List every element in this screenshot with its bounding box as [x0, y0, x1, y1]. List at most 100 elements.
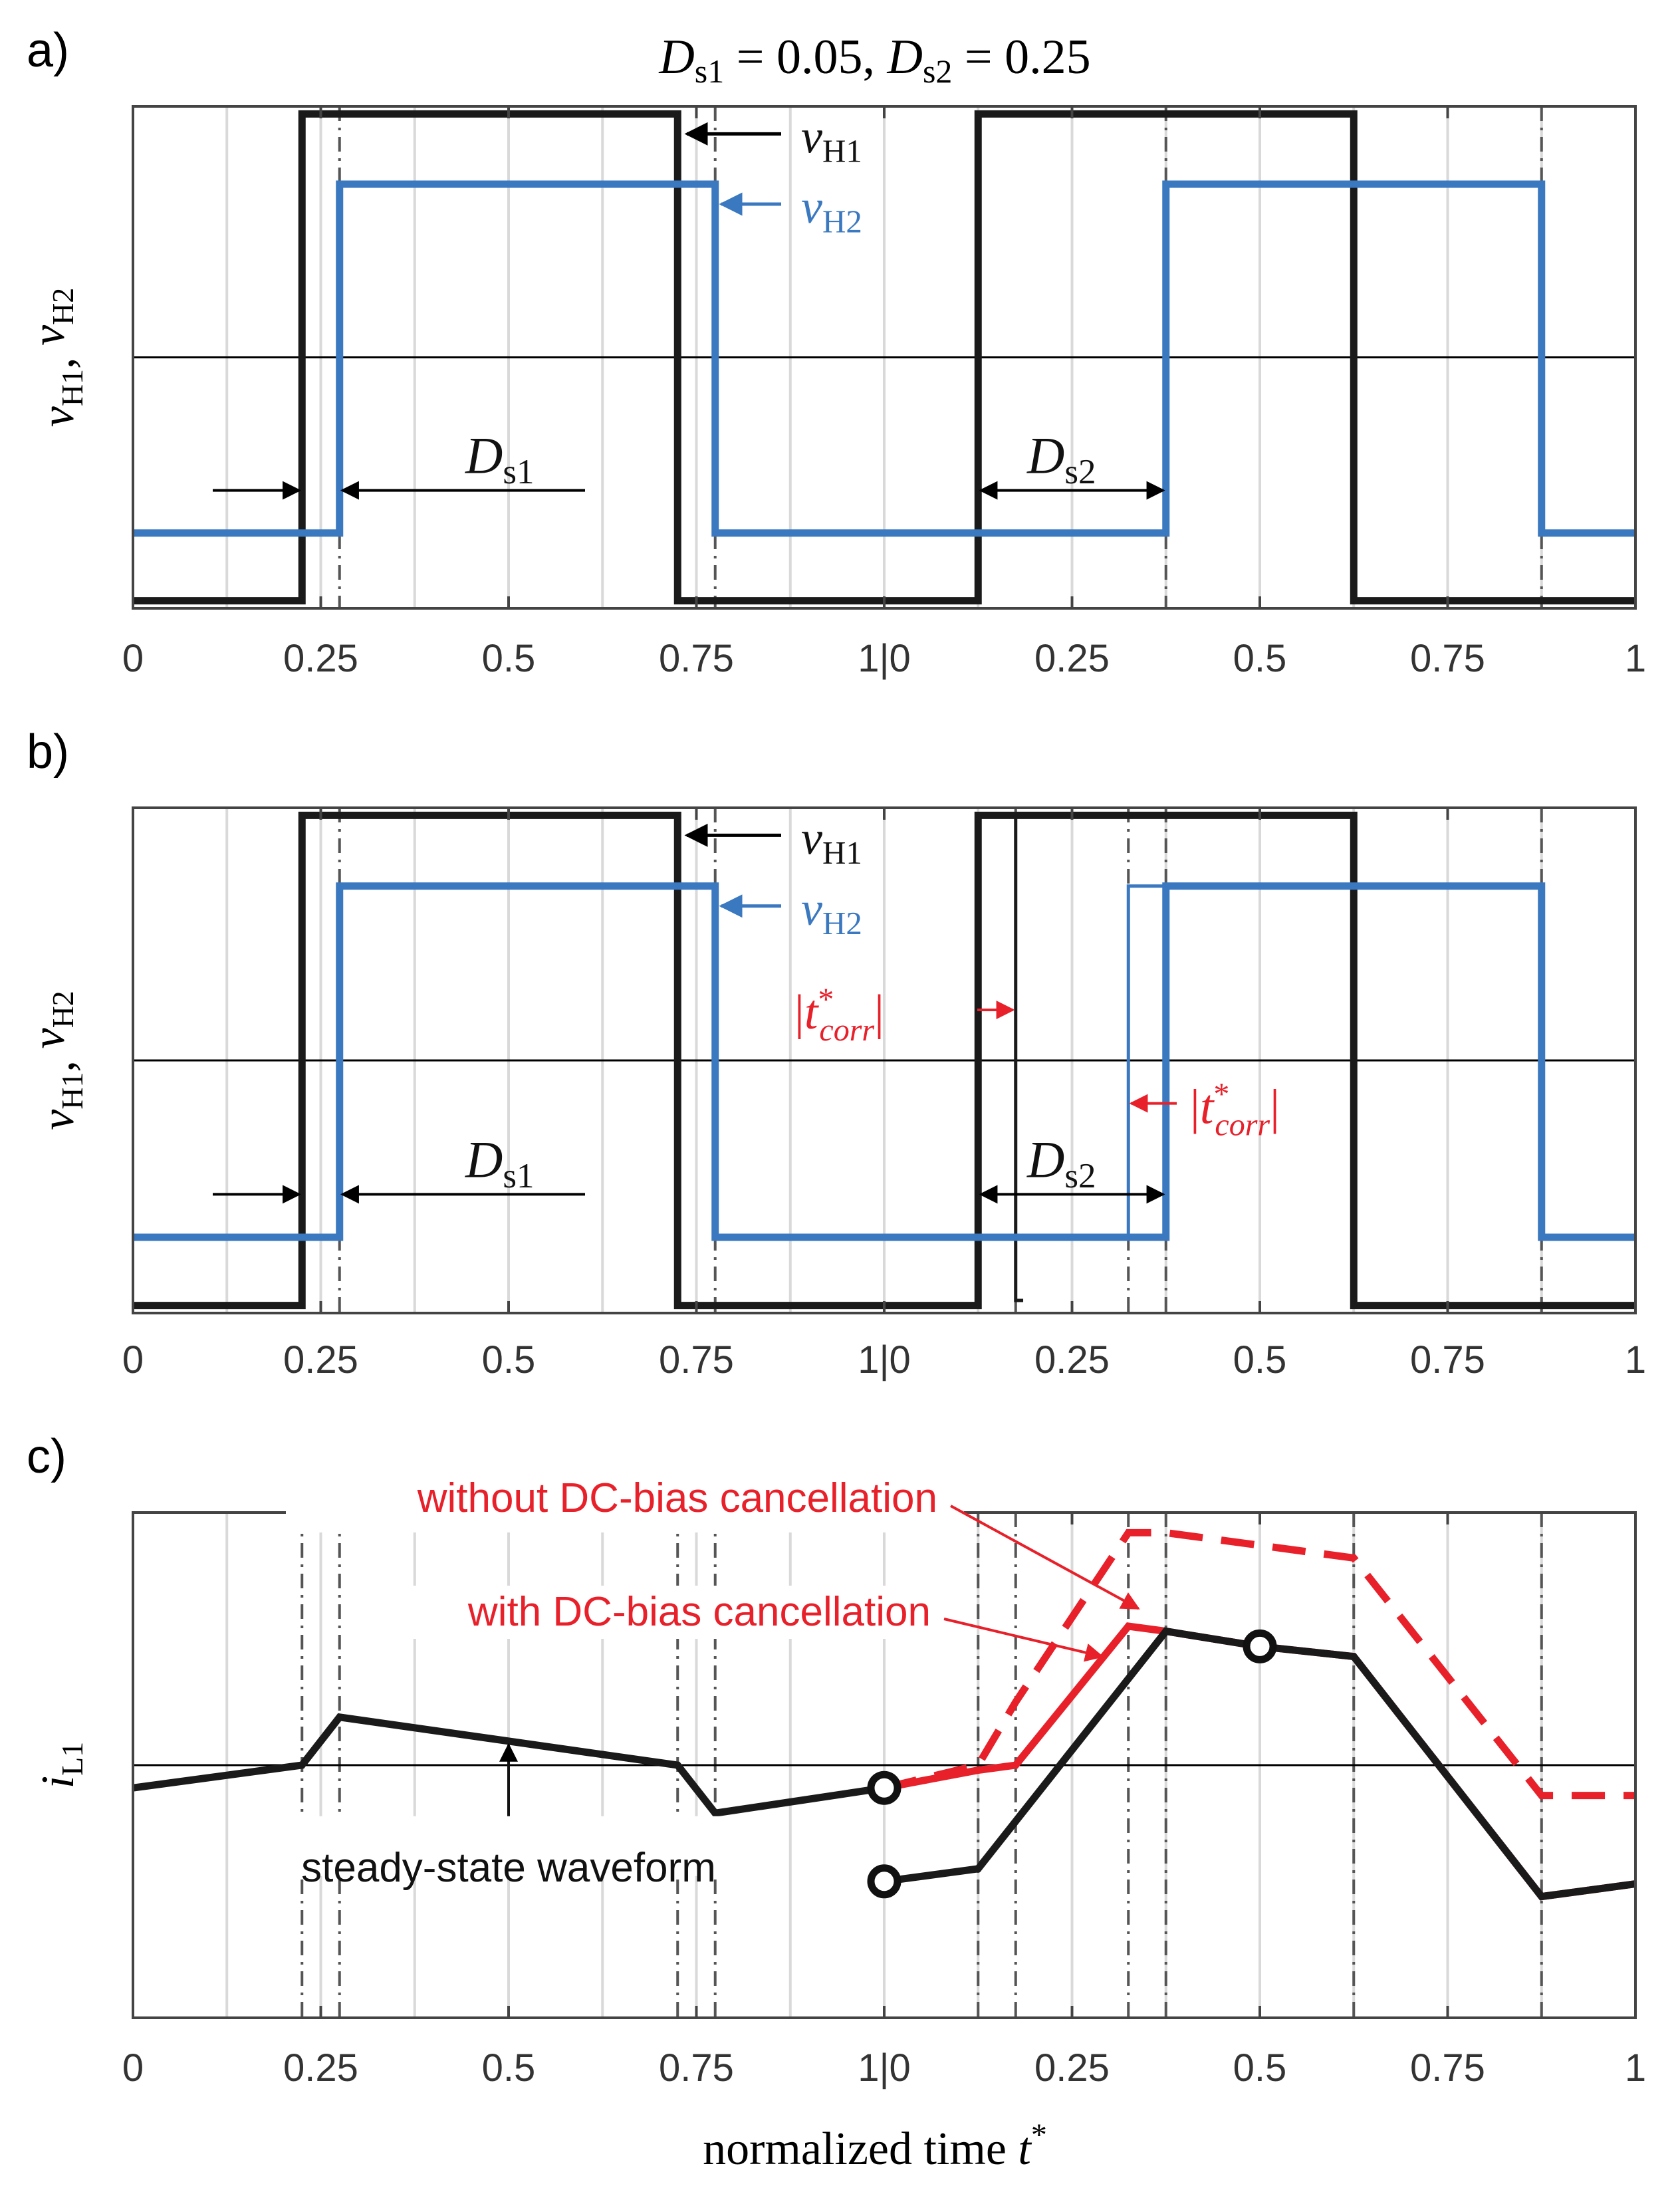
- ds1-label-part: D: [465, 1130, 503, 1188]
- vh1-label-part: H1: [822, 133, 862, 170]
- series-vh1: [133, 110, 1635, 605]
- ds1-label: Ds1: [465, 427, 535, 492]
- vh1-label-part: v: [801, 110, 822, 163]
- vh2-label-part: H2: [822, 905, 862, 941]
- x-tick-label: 0: [122, 637, 144, 680]
- corr-label-2: |t* corr|: [1190, 1077, 1280, 1143]
- label-bg: [253, 1816, 765, 1876]
- vh2-label-part: v: [801, 180, 822, 233]
- x-tick-label: 0.25: [283, 1338, 358, 1382]
- label-with-dc: with DC-bias cancellation: [467, 1589, 931, 1635]
- x-tick-label: 0.75: [659, 1338, 734, 1382]
- panel-label: c): [27, 1430, 66, 1483]
- x-tick-label: 1|0: [858, 637, 911, 680]
- ds2-label: Ds2: [1026, 427, 1096, 492]
- y-axis-label: iL1: [33, 1742, 89, 1789]
- corr-label-1-bar2: |: [874, 985, 884, 1040]
- title-end: = 0.25: [952, 30, 1090, 84]
- corr-label-2-bar2: |: [1270, 1080, 1280, 1135]
- ds2-label: Ds2: [1026, 1130, 1096, 1195]
- corr-label-1-sub: corr: [819, 1013, 874, 1048]
- x-tick-label: 0.25: [1034, 1338, 1110, 1382]
- series-vh2: [133, 180, 1635, 537]
- label-bg: [366, 1586, 944, 1639]
- panel-label: b): [27, 725, 69, 779]
- series-vh2: [133, 882, 1635, 1241]
- corr-label-1: |t* corr|: [794, 982, 884, 1048]
- vh2-label: vH2: [801, 180, 862, 239]
- figure-title: Ds1 = 0.05, Ds2 = 0.25: [658, 30, 1090, 90]
- x-tick-label: 0.25: [283, 2046, 358, 2090]
- x-tick-label: 0.75: [659, 2046, 734, 2090]
- title-sub1: s1: [695, 53, 724, 90]
- vh1-label: vH1: [801, 110, 862, 169]
- arrow-with-dc: [943, 1618, 1104, 1662]
- y-label-part: v: [33, 406, 84, 427]
- y-label-part: v: [23, 1028, 74, 1049]
- corr-label-2-sub: corr: [1215, 1108, 1270, 1143]
- title-d1: D: [658, 30, 694, 84]
- x-tick-label: 0.5: [1233, 637, 1287, 680]
- x-tick-label: 0.75: [1410, 637, 1485, 680]
- corr-label-2-bar: |: [1190, 1080, 1200, 1135]
- arrow-without-dc: [950, 1505, 1140, 1610]
- title-sub2: s2: [923, 53, 952, 90]
- corr-label-1-star: *: [818, 982, 834, 1017]
- circle-marker: [867, 1864, 901, 1899]
- y-label-part: v: [23, 324, 74, 346]
- circle-marker: [1243, 1629, 1277, 1663]
- ds1-label-part: s1: [503, 453, 534, 491]
- vh1-label-part: H1: [822, 834, 862, 871]
- x-axis-label: normalized time t*: [703, 2118, 1047, 2175]
- label-bg: [286, 1473, 964, 1532]
- label-steady-state: steady-state waveform: [301, 1845, 716, 1891]
- y-label-part: L1: [55, 1742, 89, 1776]
- vh2-label-part: H2: [822, 203, 862, 239]
- x-tick-label: 1: [1625, 2046, 1646, 2090]
- vh1-label-part: v: [801, 811, 822, 864]
- series-vh1-corrected: [978, 813, 1024, 1302]
- series-without-dc-bias-cancellation: [883, 1528, 1635, 1800]
- ds1-label-part: s1: [503, 1157, 534, 1195]
- series-vh1: [133, 811, 1635, 1310]
- circle-marker: [867, 1770, 901, 1805]
- x-tick-label: 0.25: [1034, 637, 1110, 680]
- xlabel-t: t: [1018, 2124, 1032, 2175]
- y-label-part: v: [33, 1109, 84, 1130]
- x-tick-label: 0.75: [1410, 2046, 1485, 2090]
- panel-label: a): [27, 24, 69, 77]
- y-label-part: H2: [46, 288, 80, 325]
- x-tick-label: 0.25: [1034, 2046, 1110, 2090]
- y-label-part: ,: [33, 1049, 84, 1072]
- x-tick-label: 0.75: [659, 637, 734, 680]
- series-vh2-corrected: [1126, 884, 1166, 1237]
- x-tick-label: 1|0: [858, 2046, 911, 2090]
- vh2-label: vH2: [801, 882, 862, 941]
- x-tick-label: 0.75: [1410, 1338, 1485, 1382]
- xlabel-text: normalized time: [703, 2124, 1018, 2175]
- x-tick-label: 0.5: [482, 1338, 536, 1382]
- ds1-label: Ds1: [465, 1130, 535, 1195]
- x-tick-label: 1: [1625, 1338, 1646, 1382]
- series-steady-state-waveform: [132, 1713, 885, 1818]
- corr-label-2-t: t: [1200, 1080, 1215, 1135]
- x-tick-label: 0.25: [283, 637, 358, 680]
- ds2-label-part: D: [1026, 1130, 1064, 1188]
- x-tick-label: 1: [1625, 637, 1646, 680]
- y-label-part: H1: [55, 369, 89, 406]
- x-tick-label: 0: [122, 1338, 144, 1382]
- label-without-dc: without DC-bias cancellation: [417, 1475, 937, 1521]
- vh2-label-part: v: [801, 882, 822, 935]
- x-tick-label: 0.5: [1233, 1338, 1287, 1382]
- y-label-part: ,: [33, 346, 84, 369]
- corr-label-1-bar: |: [794, 985, 804, 1040]
- y-axis-label: vH1, vH2: [23, 991, 89, 1130]
- ds2-label-part: s2: [1064, 1157, 1096, 1195]
- title-d2: D: [887, 30, 923, 84]
- corr-label-2-star: *: [1213, 1077, 1229, 1112]
- y-label-part: H1: [55, 1072, 89, 1110]
- panel-c: c) 0 0.25 0.5 0.75 1|0 0.25 0.5 0.75 1 iL1 without …: [27, 1430, 1646, 2090]
